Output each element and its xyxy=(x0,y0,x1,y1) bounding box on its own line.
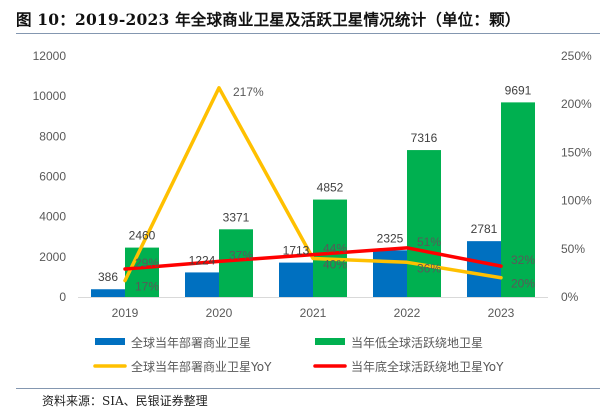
point-label-active-yoy: 32% xyxy=(511,253,535,267)
right-tick-label: 250% xyxy=(561,49,592,63)
point-label-active-yoy: 37% xyxy=(229,248,253,262)
bar-commercial-deployed xyxy=(467,241,501,297)
left-tick-label: 8000 xyxy=(39,129,66,143)
point-label-commercial-yoy: 17% xyxy=(135,280,159,294)
bar-label-active: 2460 xyxy=(129,229,156,243)
legend-label: 全球当年部署商业卫星 xyxy=(131,335,251,350)
left-tick-label: 12000 xyxy=(33,49,67,63)
x-axis-ticks: 2019 2020 2021 2022 2023 xyxy=(112,306,515,320)
right-tick-label: 200% xyxy=(561,97,592,111)
left-tick-label: 10000 xyxy=(33,89,67,103)
figure-title: 图 10：2019-2023 年全球商业卫星及活跃卫星情况统计（单位：颗） xyxy=(16,10,521,29)
x-tick-label: 2019 xyxy=(112,306,139,320)
data-labels: 386 1224 1713 2325 2781 2460 3371 4852 7316 9691 1… xyxy=(98,83,535,293)
bar-commercial-deployed xyxy=(185,272,219,297)
right-tick-label: 50% xyxy=(561,242,585,256)
bar-active-satellites xyxy=(501,102,535,298)
left-tick-label: 0 xyxy=(59,290,66,304)
source-note: 资料来源：SIA、民银证券整理 xyxy=(42,394,208,408)
bar-label-commercial: 386 xyxy=(98,270,118,284)
legend-label: 当年底全球活跃绕地卫星YoY xyxy=(351,359,504,374)
bar-commercial-deployed xyxy=(373,250,407,297)
bar-label-active: 4852 xyxy=(317,181,344,195)
legend-label: 当年低全球活跃绕地卫星 xyxy=(351,335,483,350)
x-tick-label: 2021 xyxy=(300,306,327,320)
yoy-lines xyxy=(123,86,503,283)
bar-label-commercial: 2781 xyxy=(471,222,498,236)
title-divider xyxy=(16,33,600,34)
point-label-active-yoy: 44% xyxy=(323,242,347,256)
x-tick-label: 2022 xyxy=(394,306,421,320)
point-label-active-yoy: 29% xyxy=(135,256,159,270)
right-tick-label: 100% xyxy=(561,194,592,208)
bar-label-active: 7316 xyxy=(411,131,438,145)
right-axis-ticks: 0% 50% 100% 150% 200% 250% xyxy=(561,49,592,304)
x-tick-label: 2020 xyxy=(206,306,233,320)
point-label-active-yoy: 51% xyxy=(417,235,441,249)
bar-label-commercial: 1224 xyxy=(189,253,216,267)
bar-active-satellites xyxy=(313,199,347,297)
left-tick-label: 4000 xyxy=(39,210,66,224)
legend-label: 全球当年部署商业卫星YoY xyxy=(131,359,272,374)
chart: 0 2000 4000 6000 8000 10000 12000 0% 50% 100% 150… xyxy=(33,49,592,374)
legend-swatch xyxy=(315,338,345,345)
right-tick-label: 150% xyxy=(561,145,592,159)
left-tick-label: 2000 xyxy=(39,250,66,264)
bar-label-commercial: 2325 xyxy=(377,231,404,245)
line-commercial-yoy xyxy=(123,86,503,283)
bar-active-satellites xyxy=(407,150,441,297)
bars xyxy=(91,102,535,298)
point-label-commercial-yoy: 36% xyxy=(417,261,441,275)
point-label-commercial-yoy: 20% xyxy=(511,277,535,291)
bar-commercial-deployed xyxy=(91,289,125,297)
bar-label-commercial: 1713 xyxy=(283,244,310,258)
bar-label-active: 9691 xyxy=(505,83,532,97)
right-tick-label: 0% xyxy=(561,290,579,304)
left-tick-label: 6000 xyxy=(39,170,66,184)
bar-active-satellites xyxy=(219,229,253,297)
x-tick-label: 2023 xyxy=(488,306,515,320)
line-active-yoy xyxy=(123,246,503,271)
left-axis-ticks: 0 2000 4000 6000 8000 10000 12000 xyxy=(33,49,67,304)
bar-label-active: 3371 xyxy=(223,210,250,224)
point-label-commercial-yoy: 217% xyxy=(233,85,264,99)
legend-swatch xyxy=(95,338,125,345)
point-label-commercial-yoy: 40% xyxy=(323,257,347,271)
source-divider xyxy=(16,388,600,389)
bar-commercial-deployed xyxy=(279,262,313,297)
